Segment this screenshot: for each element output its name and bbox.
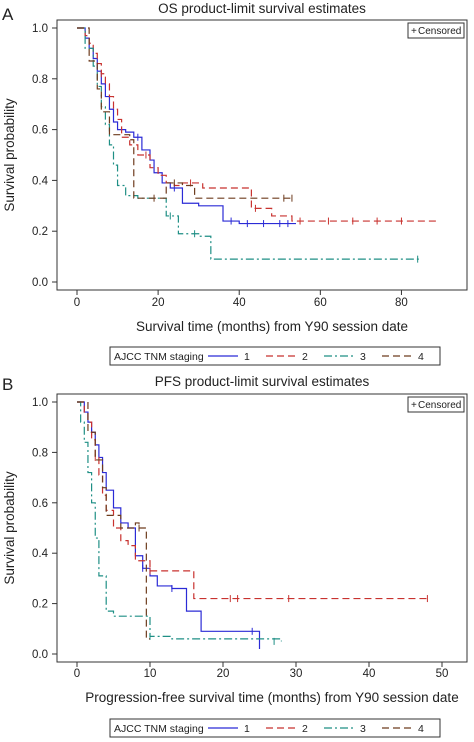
chart-title: OS product-limit survival estimates (158, 1, 366, 16)
y-tick-label: 1.0 (32, 23, 48, 35)
x-tick-label: 0 (74, 297, 80, 309)
y-axis-label: Survival probability (2, 471, 17, 585)
legend-entry: 2 (302, 351, 308, 363)
y-tick-label: 0.4 (32, 548, 49, 560)
legend-entry: 3 (360, 351, 366, 363)
series-line (77, 27, 438, 222)
series-1 (77, 401, 261, 649)
censored-key: + Censored (407, 396, 465, 413)
censored-label: Censored (418, 400, 461, 411)
legend-entry: 4 (418, 351, 424, 363)
series-3 (77, 27, 422, 263)
censored-label: Censored (418, 26, 461, 37)
series-line (77, 27, 296, 225)
x-tick-label: 40 (233, 297, 246, 309)
legend-entry: 3 (360, 723, 366, 735)
y-tick-label: 0.2 (32, 226, 48, 238)
y-tick-label: 0.8 (32, 74, 48, 86)
y-tick-label: 0.2 (32, 599, 48, 611)
legend: AJCC TNM staging 1 2 3 4 (109, 346, 441, 366)
x-tick-label: 0 (74, 668, 80, 680)
y-tick-label: 0.6 (32, 125, 48, 137)
series-line (77, 27, 422, 260)
series-1 (77, 27, 296, 228)
legend-entry: 1 (244, 351, 250, 363)
panel-letter: B (2, 375, 13, 394)
y-tick-label: 0.8 (32, 447, 48, 459)
x-tick-label: 10 (144, 668, 157, 680)
x-tick-label: 40 (363, 668, 376, 680)
x-axis-label: Progression-free survival time (months) … (85, 690, 458, 705)
y-tick-label: 0.6 (32, 498, 48, 510)
x-tick-label: 60 (314, 297, 327, 309)
x-tick-label: 20 (217, 668, 230, 680)
x-tick-label: 30 (290, 668, 303, 680)
x-tick-label: 50 (436, 668, 449, 680)
legend-title: AJCC TNM staging (114, 723, 204, 735)
x-tick-label: 20 (152, 297, 165, 309)
series-line (77, 27, 292, 199)
series-4 (77, 401, 150, 640)
censored-key: + Censored (407, 22, 465, 39)
x-tick-label: 80 (395, 297, 408, 309)
series-3 (77, 401, 282, 645)
y-tick-label: 0.0 (32, 649, 48, 661)
series-2 (77, 27, 438, 225)
series-2 (77, 401, 428, 603)
legend-entry: 1 (244, 723, 250, 735)
y-tick-label: 0.0 (32, 277, 48, 289)
y-tick-label: 0.4 (32, 175, 49, 187)
legend-entry: 4 (418, 723, 424, 735)
chart-title: PFS product-limit survival estimates (155, 374, 370, 389)
panel-letter: A (2, 5, 14, 24)
series-line (77, 401, 261, 649)
legend-title: AJCC TNM staging (114, 351, 204, 363)
plot-frame (56, 393, 468, 663)
x-axis-label: Survival time (months) from Y90 session … (136, 319, 408, 334)
chart-panel-a: A OS product-limit survival estimates 0.0 0… (2, 1, 468, 366)
series-4 (77, 27, 293, 202)
censored-marker: + (411, 26, 417, 37)
series-line (77, 401, 282, 642)
chart-panel-b: B PFS product-limit survival estimates 0.0… (2, 374, 468, 738)
legend-entry: 2 (302, 723, 308, 735)
y-tick-label: 1.0 (32, 397, 48, 409)
legend-box (109, 718, 441, 738)
censored-key-box (407, 396, 465, 413)
series-line (77, 401, 428, 600)
y-axis-label: Survival probability (2, 98, 17, 212)
plot-frame (56, 19, 468, 291)
legend: AJCC TNM staging 1 2 3 4 (109, 718, 441, 738)
censored-marker: + (411, 400, 417, 411)
legend-box (109, 346, 441, 366)
censored-key-box (407, 22, 465, 39)
